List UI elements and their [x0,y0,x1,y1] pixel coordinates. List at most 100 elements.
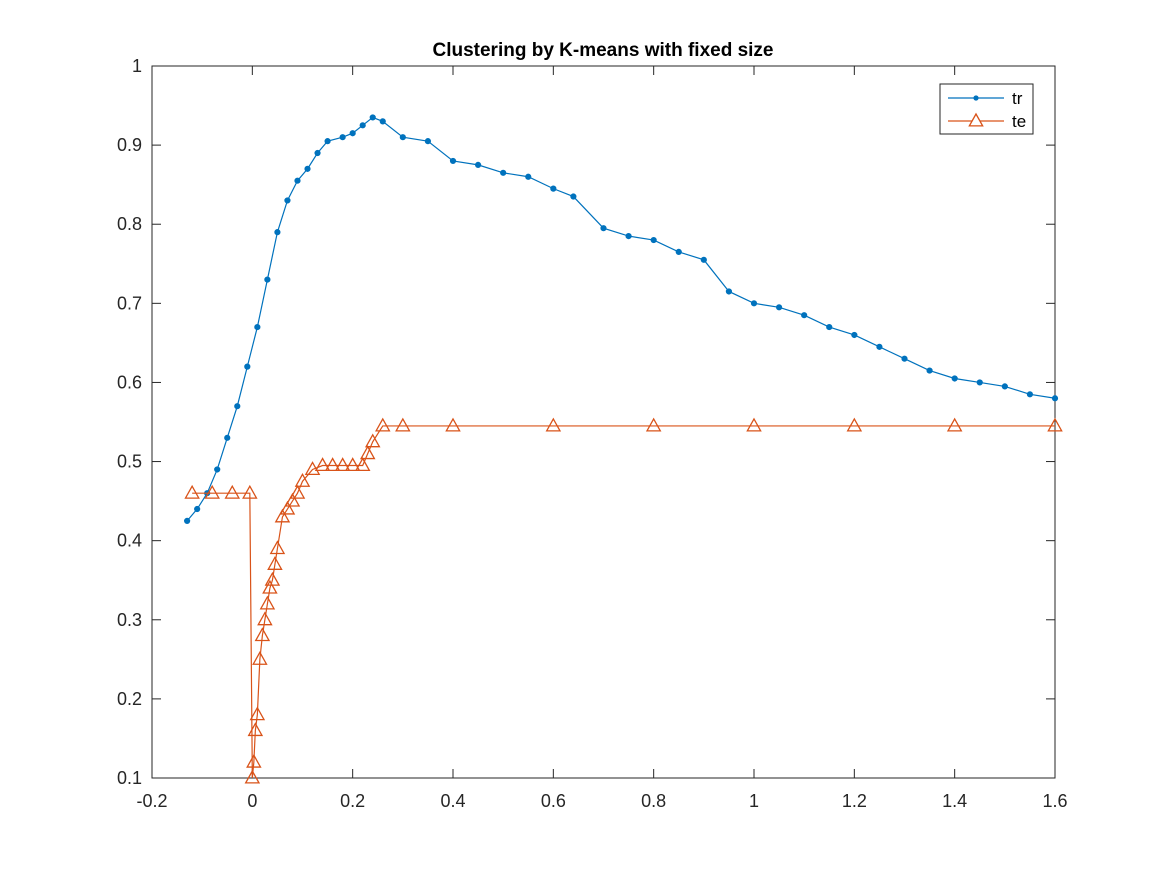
data-point-te [289,484,306,499]
data-point-tr [775,304,783,311]
data-point-tr [214,466,221,473]
data-point-tr [349,130,356,137]
data-point-te [946,417,963,432]
data-point-tr [650,236,657,244]
data-point-te [262,579,278,594]
data-point-tr [294,177,301,184]
data-point-te [359,445,376,460]
data-point-te [242,484,258,499]
data-point-te [252,651,268,665]
data-point-te [334,457,351,472]
data-point-te [375,417,391,432]
chart-title: Clustering by K-means with fixed size [432,40,773,61]
series-te [184,417,1063,784]
data-point-tr [449,157,457,165]
data-point-tr [625,232,632,240]
series-layer [184,114,1063,784]
y-tick-label: 0.1 [117,768,142,788]
legend-entry-te: te [948,112,1026,131]
data-point-te [304,461,321,476]
data-point-te [246,753,262,768]
data-point-tr [244,363,251,370]
data-point-te [645,417,662,432]
data-point-te [364,433,381,448]
data-point-te [204,484,220,499]
data-point-tr [324,138,331,145]
data-point-tr [1001,383,1008,390]
x-tick-label: 0.2 [340,791,365,811]
data-point-tr [194,505,201,513]
data-point-te [314,457,331,472]
data-point-te [259,595,276,610]
data-point-tr [399,134,406,141]
data-point-tr [424,138,432,145]
data-point-te [324,457,341,472]
data-point-te [184,484,200,499]
data-point-tr [254,323,261,331]
data-point-tr [901,355,908,362]
data-point-tr [369,114,376,121]
x-tick-label: 1 [749,791,759,811]
data-point-te [354,457,371,472]
data-point-te [274,508,291,523]
y-tick-label: 0.5 [117,452,142,472]
legend-entry-tr: tr [948,89,1023,108]
data-point-te [257,611,273,626]
data-point-te [244,769,261,784]
axes: -0.2 0 0.2 0.4 0.6 0.8 1 1.2 1.4 1.6 0.1 0.2 0.3 0.4 0… [117,56,1068,811]
data-point-te [1047,417,1063,432]
y-tick-label: 0.2 [117,689,142,709]
legend-marker [968,112,984,127]
data-point-tr [826,323,833,331]
legend-marker [973,95,979,101]
x-tick-label: 0.8 [641,791,666,811]
data-point-tr [801,312,808,319]
data-point-tr [700,256,707,263]
data-point-tr [500,169,507,176]
data-point-tr [274,229,281,236]
data-point-tr [379,118,386,125]
y-tick-label: 0.8 [117,214,142,234]
data-point-te [344,457,361,472]
x-tick-label: 0 [247,791,257,811]
data-point-te [294,473,311,487]
data-point-tr [1026,391,1034,398]
legend-box [939,83,1034,135]
data-point-te [247,722,264,737]
x-tick-label: 0.6 [541,791,566,811]
data-point-tr [1051,395,1059,402]
data-point-te [254,627,271,642]
legend: tr te [939,83,1034,135]
data-point-tr [851,331,858,339]
data-point-te [249,706,266,721]
data-point-tr [359,122,366,129]
data-point-te [846,417,863,432]
data-point-tr [600,225,607,232]
plot-area [151,65,1056,779]
y-tick-label: 0.3 [117,610,142,630]
data-point-tr [976,379,983,386]
data-point-te [269,540,286,555]
data-point-te [545,417,562,432]
data-point-tr [926,367,933,374]
data-point-te [445,417,461,432]
y-tick-label: 0.4 [117,531,142,551]
data-point-tr [750,300,758,307]
data-point-tr [224,434,231,441]
data-point-te [746,417,762,432]
x-tick-label: -0.2 [136,791,167,811]
series-tr [184,114,1059,524]
data-point-tr [474,161,482,168]
data-point-te [267,556,283,570]
data-point-te [264,571,281,586]
data-point-te [395,417,411,432]
data-point-tr [339,134,346,141]
x-tick-label: 1.2 [842,791,867,811]
data-point-tr [264,276,271,283]
data-point-te [279,500,296,515]
data-point-tr [725,288,733,295]
data-point-tr [570,193,577,200]
x-tick-label: 1.6 [1042,791,1067,811]
legend-label: tr [1012,89,1023,108]
